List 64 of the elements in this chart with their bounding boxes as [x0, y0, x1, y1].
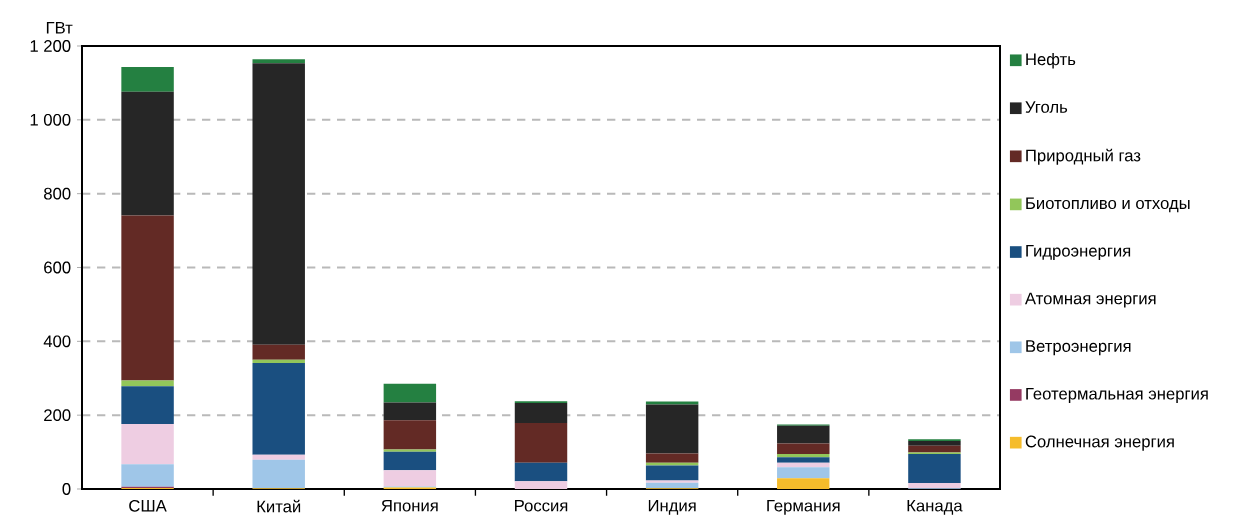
- bar: [777, 457, 830, 463]
- bar: [514, 481, 568, 489]
- bar: [514, 462, 568, 482]
- bar: [383, 451, 437, 471]
- x-tick-label: Китай: [257, 499, 301, 513]
- bar: [252, 344, 305, 360]
- y-tick-label: 200: [44, 409, 71, 422]
- bar: [908, 445, 961, 453]
- y-tick-label: 1 000: [30, 113, 71, 126]
- bar: [908, 453, 961, 484]
- bar: [514, 422, 568, 463]
- bar: [777, 478, 830, 489]
- y-tick-label: 600: [44, 261, 71, 274]
- bar: [383, 402, 437, 421]
- x-tick-label: США: [129, 499, 167, 512]
- bar: [121, 91, 174, 216]
- bar: [252, 454, 305, 460]
- bar: [121, 464, 174, 487]
- bar: [121, 380, 174, 387]
- bar: [252, 63, 305, 345]
- legend-label: Гидроэнергия: [1026, 245, 1131, 260]
- legend-label: Атомная энергия: [1024, 292, 1156, 308]
- bar: [645, 482, 699, 489]
- y-tick-label: 800: [44, 187, 71, 200]
- y-tick-label: 0: [62, 483, 71, 495]
- bar: [121, 424, 174, 465]
- x-tick-label: Канада: [907, 499, 963, 515]
- y-axis-title: ГВт: [46, 21, 73, 34]
- bar: [121, 215, 174, 381]
- bar: [383, 420, 437, 450]
- bar: [777, 443, 830, 454]
- bar: [645, 480, 699, 483]
- bar: [252, 363, 305, 455]
- bar: [121, 67, 174, 92]
- bar: [383, 470, 437, 487]
- legend-label: Ветроэнергия: [1026, 340, 1131, 356]
- legend-label: Природный газ: [1026, 148, 1141, 165]
- bar: [645, 404, 699, 454]
- bar: [383, 383, 437, 403]
- bar: [645, 453, 699, 463]
- bar: [514, 402, 568, 423]
- bar: [252, 59, 305, 64]
- x-tick-label: Япония: [381, 499, 438, 512]
- bar: [777, 453, 830, 458]
- x-tick-label: Германия: [767, 499, 840, 515]
- bar: [908, 483, 961, 489]
- legend-label: Геотермальная энергия: [1026, 387, 1208, 403]
- bar: [383, 449, 437, 452]
- legend-label: Солнечная энергия: [1025, 435, 1174, 451]
- bar: [252, 459, 305, 489]
- bar: [777, 462, 830, 468]
- bar: [252, 359, 305, 364]
- bar: [908, 441, 961, 446]
- bar: [121, 386, 174, 425]
- bar: [645, 465, 699, 481]
- legend-label: Уголь: [1025, 101, 1068, 113]
- y-tick-label: 400: [43, 335, 71, 348]
- bar: [777, 467, 830, 479]
- legend-label: Нефть: [1026, 53, 1076, 69]
- y-tick-label: 1 200: [30, 40, 71, 52]
- bar: [777, 425, 830, 444]
- legend-label: Биотопливо и отходы: [1026, 197, 1190, 213]
- x-tick-label: Индия: [648, 499, 696, 515]
- x-tick-label: Россия: [515, 499, 568, 512]
